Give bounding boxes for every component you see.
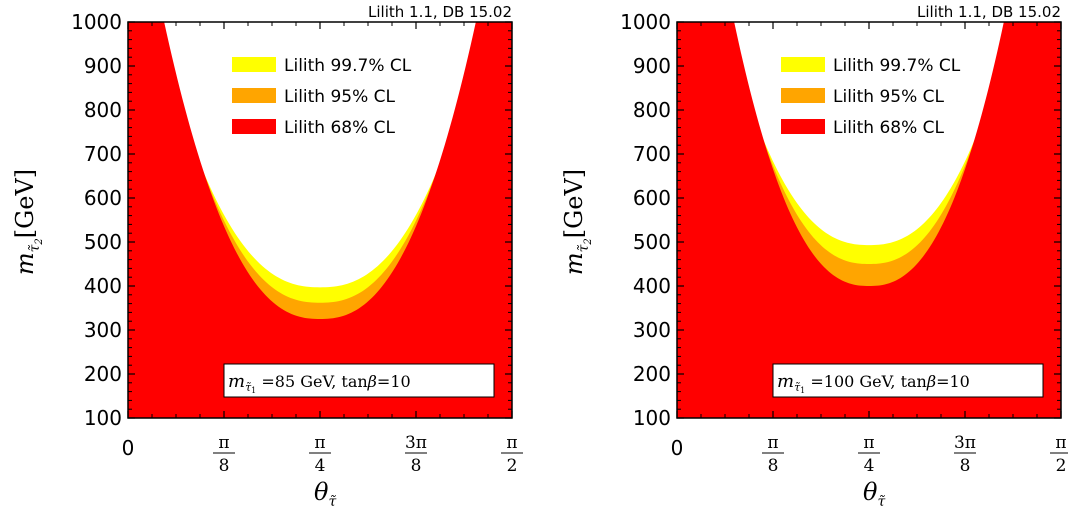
y-axis: 100 200 300 400 500 600 700 800 900 1000 bbox=[71, 10, 512, 430]
x-tick-label: π4 bbox=[308, 433, 331, 476]
y-tick-label: 700 bbox=[633, 142, 671, 166]
y-axis-label: mτ̃2[GeV] bbox=[560, 169, 594, 275]
x-tick-label: π2 bbox=[1049, 433, 1068, 476]
legend-label: Lilith 99.7% CL bbox=[284, 56, 412, 76]
y-tick-label: 1000 bbox=[620, 10, 671, 34]
x-axis-label: θτ̃ bbox=[863, 478, 885, 510]
region-cl68 bbox=[677, 22, 1061, 418]
legend-swatch bbox=[781, 119, 825, 134]
x-axis-label: θτ̃ bbox=[314, 478, 336, 510]
y-tick-label: 800 bbox=[84, 98, 122, 122]
legend-label: Lilith 68% CL bbox=[284, 118, 396, 138]
y-tick-label: 600 bbox=[633, 186, 671, 210]
x-tick-label: π8 bbox=[761, 433, 784, 476]
x-tick-label: π8 bbox=[212, 433, 235, 476]
legend-label: Lilith 95% CL bbox=[284, 87, 396, 107]
legend-swatch bbox=[232, 88, 276, 103]
legend-swatch bbox=[232, 119, 276, 134]
x-tick-denominator: 8 bbox=[960, 456, 971, 476]
x-tick-numerator: π bbox=[863, 433, 874, 453]
annotation-box: mτ̃1 =100 GeV, tanβ=10 bbox=[772, 363, 1044, 398]
x-tick-label: π2 bbox=[500, 433, 523, 476]
x-tick-label: 0 bbox=[671, 436, 684, 460]
y-tick-label: 1000 bbox=[71, 10, 122, 34]
y-tick-label: 400 bbox=[633, 274, 671, 298]
y-tick-label: 800 bbox=[633, 98, 671, 122]
y-tick-label: 500 bbox=[84, 230, 122, 254]
y-tick-label: 300 bbox=[633, 318, 671, 342]
annotation-frame bbox=[772, 363, 1044, 398]
legend-label: Lilith 68% CL bbox=[833, 118, 945, 138]
legend-swatch bbox=[781, 88, 825, 103]
x-tick-numerator: π bbox=[218, 433, 229, 453]
x-tick-numerator: 3π bbox=[405, 433, 427, 453]
x-tick-numerator: π bbox=[314, 433, 325, 453]
x-tick-denominator: 2 bbox=[1056, 456, 1067, 476]
x-tick-label: π4 bbox=[857, 433, 880, 476]
x-tick-denominator: 4 bbox=[864, 456, 875, 476]
credit-text: Lilith 1.1, DB 15.02 bbox=[917, 3, 1061, 21]
y-tick-label: 400 bbox=[84, 274, 122, 298]
y-tick-label: 100 bbox=[633, 406, 671, 430]
y-tick-label: 200 bbox=[84, 362, 122, 386]
y-tick-label: 300 bbox=[84, 318, 122, 342]
x-tick-numerator: π bbox=[506, 433, 517, 453]
annotation-frame bbox=[223, 363, 495, 398]
y-axis: 100 200 300 400 500 600 700 800 900 1000 bbox=[620, 10, 1061, 430]
y-axis-label: mτ̃2[GeV] bbox=[11, 169, 45, 275]
x-tick-numerator: π bbox=[767, 433, 778, 453]
annotation-text: mτ̃1 =85 GeV, tanβ=10 bbox=[228, 371, 411, 395]
y-tick-label: 700 bbox=[84, 142, 122, 166]
x-tick-numerator: π bbox=[1055, 433, 1066, 453]
x-tick-numerator: 3π bbox=[954, 433, 976, 453]
credit-text: Lilith 1.1, DB 15.02 bbox=[368, 3, 512, 21]
legend-label: Lilith 95% CL bbox=[833, 87, 945, 107]
x-tick-denominator: 8 bbox=[411, 456, 422, 476]
legend-swatch bbox=[232, 57, 276, 72]
region-cl68 bbox=[128, 22, 512, 418]
y-tick-label: 600 bbox=[84, 186, 122, 210]
legend-label: Lilith 99.7% CL bbox=[833, 56, 961, 76]
legend-swatch bbox=[781, 57, 825, 72]
y-tick-label: 900 bbox=[84, 54, 122, 78]
x-tick-denominator: 8 bbox=[219, 456, 230, 476]
x-tick-denominator: 2 bbox=[507, 456, 518, 476]
x-tick-denominator: 4 bbox=[315, 456, 326, 476]
legend: Lilith 99.7% CL Lilith 95% CL Lilith 68% C… bbox=[781, 56, 961, 138]
annotation-box: mτ̃1 =85 GeV, tanβ=10 bbox=[223, 363, 495, 398]
y-tick-label: 500 bbox=[633, 230, 671, 254]
y-tick-label: 200 bbox=[633, 362, 671, 386]
x-tick-denominator: 8 bbox=[768, 456, 779, 476]
annotation-text: mτ̃1 =100 GeV, tanβ=10 bbox=[777, 371, 970, 395]
y-tick-label: 100 bbox=[84, 406, 122, 430]
y-tick-label: 900 bbox=[633, 54, 671, 78]
x-tick-label: 0 bbox=[122, 436, 135, 460]
x-tick-label: 3π8 bbox=[404, 433, 427, 476]
legend: Lilith 99.7% CL Lilith 95% CL Lilith 68% C… bbox=[232, 56, 412, 138]
x-tick-label: 3π8 bbox=[953, 433, 976, 476]
